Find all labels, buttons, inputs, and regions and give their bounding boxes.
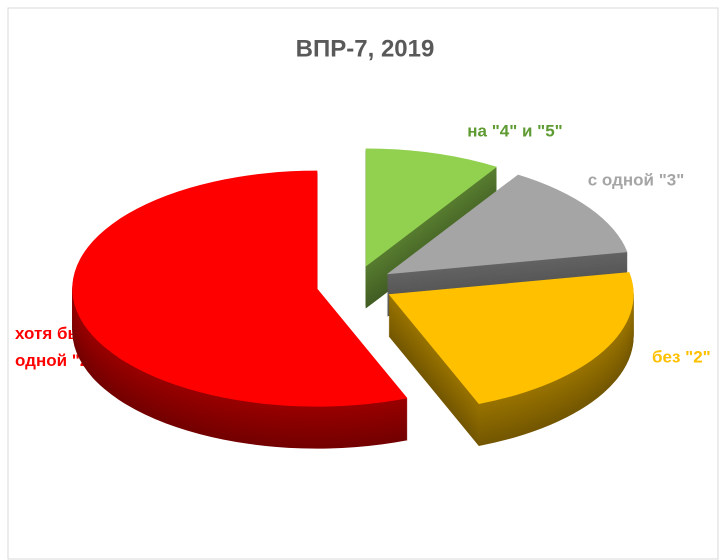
slice-top xyxy=(72,170,408,407)
data-label: с одной "3" xyxy=(588,170,685,189)
slice xyxy=(72,170,408,449)
chart-title: ВПР-7, 2019 xyxy=(296,35,435,62)
slice-top xyxy=(365,148,497,267)
data-label: на "4" и "5" xyxy=(467,121,563,140)
slice-top xyxy=(386,174,628,275)
data-label: без "2" xyxy=(652,347,711,366)
slice-top xyxy=(388,272,634,404)
slice xyxy=(388,272,634,446)
